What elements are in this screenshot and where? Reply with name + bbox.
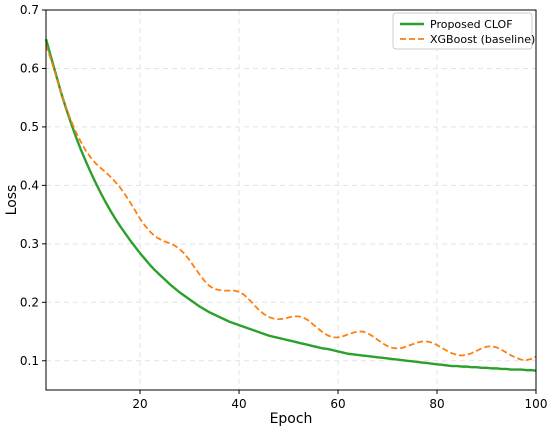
y-tick-label: 0.6 — [20, 61, 39, 75]
series-layer — [44, 38, 537, 372]
grid — [46, 9, 537, 390]
y-tick-label: 0.5 — [20, 120, 39, 134]
x-tick-label: 60 — [330, 397, 345, 411]
x-axis-ticks: 20 40 60 80 100 — [132, 390, 547, 411]
legend-label-xgboost-baseline: XGBoost (baseline) — [430, 33, 535, 46]
y-tick-label: 0.1 — [20, 354, 39, 368]
series-line-proposed-clof — [44, 38, 537, 372]
x-tick-label: 20 — [132, 397, 147, 411]
y-axis-ticks: 0.1 0.2 0.3 0.4 0.5 0.6 0.7 — [20, 3, 46, 368]
x-tick-label: 100 — [525, 397, 548, 411]
legend-box — [392, 12, 533, 50]
x-tick-label: 80 — [429, 397, 444, 411]
y-axis-label: Loss — [4, 185, 20, 216]
legend-label-proposed-clof: Proposed CLOF — [430, 18, 513, 31]
x-axis-label: Epoch — [270, 411, 313, 427]
x-tick-label: 40 — [231, 397, 246, 411]
series-line-xgboost-baseline — [45, 44, 537, 362]
y-tick-label: 0.2 — [20, 295, 39, 309]
legend: Proposed CLOF XGBoost (baseline) — [392, 12, 535, 50]
y-tick-label: 0.3 — [20, 237, 39, 251]
y-tick-label: 0.4 — [20, 178, 39, 192]
y-tick-label: 0.7 — [20, 3, 39, 17]
plot-frame — [45, 9, 537, 391]
